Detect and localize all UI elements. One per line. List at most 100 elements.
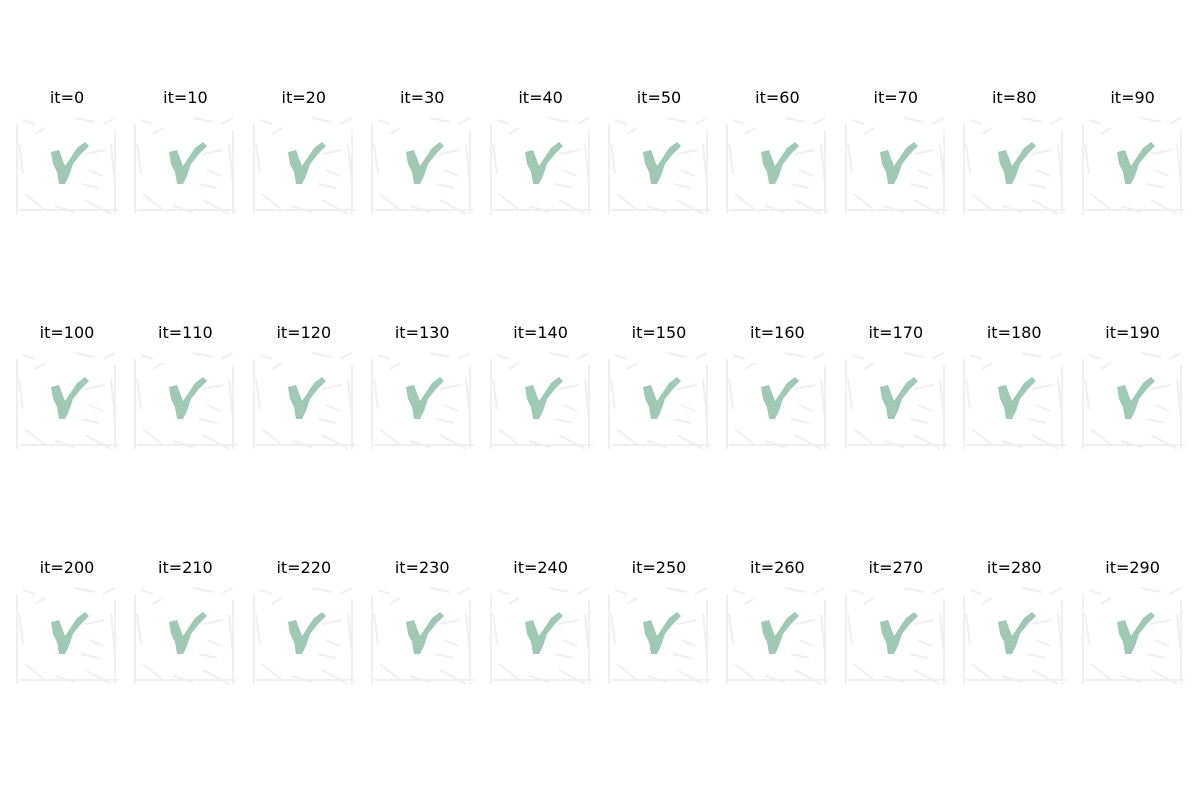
background-noise <box>608 117 711 215</box>
sample-panel: it=90 <box>1081 88 1185 218</box>
digit-glyph <box>643 142 681 184</box>
generated-digit-image <box>1081 117 1185 215</box>
panel-title: it=150 <box>631 323 687 342</box>
sample-panel: it=20 <box>252 88 356 218</box>
background-noise <box>1081 587 1185 685</box>
digit-glyph <box>1116 612 1155 654</box>
sample-panel: it=220 <box>252 558 356 688</box>
generated-digit-image <box>489 587 593 685</box>
generated-digit-image <box>134 117 238 215</box>
sample-panel: it=120 <box>252 323 356 453</box>
panel-title: it=60 <box>755 88 800 107</box>
background-noise <box>134 587 238 685</box>
sample-panel: it=160 <box>725 323 830 453</box>
digit-glyph <box>998 377 1037 419</box>
generated-digit-image <box>726 587 830 685</box>
generated-digit-image <box>608 352 711 450</box>
digit-glyph <box>524 142 563 184</box>
digit-glyph <box>169 377 208 419</box>
generated-digit-image <box>252 352 356 450</box>
generated-digit-image <box>1081 587 1185 685</box>
panel-title: it=130 <box>394 323 450 342</box>
sample-panel: it=10 <box>133 88 238 218</box>
panel-title: it=160 <box>750 323 805 342</box>
panel-title: it=140 <box>513 323 568 342</box>
generated-digit-image <box>489 352 593 450</box>
panel-title: it=260 <box>750 558 805 577</box>
panel-title: it=110 <box>158 323 213 342</box>
panel-title: it=80 <box>991 88 1037 107</box>
panel-title: it=270 <box>868 558 924 577</box>
sample-panel: it=180 <box>962 323 1067 453</box>
generated-digit-image <box>252 117 356 215</box>
panel-title: it=10 <box>163 88 208 107</box>
background-noise <box>963 587 1067 685</box>
generated-digit-image <box>371 587 475 685</box>
sample-panel: it=80 <box>962 88 1067 218</box>
generated-digit-image <box>1081 352 1185 450</box>
sample-panel: it=280 <box>962 558 1067 688</box>
generated-digit-image <box>134 352 238 450</box>
sample-panel: it=250 <box>607 558 711 688</box>
panel-title: it=100 <box>39 323 95 342</box>
panel-title: it=120 <box>276 323 332 342</box>
generated-digit-image <box>16 352 119 450</box>
panel-title: it=290 <box>1105 558 1160 577</box>
background-noise <box>252 117 356 215</box>
panel-title: it=90 <box>1110 88 1155 107</box>
digit-glyph <box>998 142 1037 184</box>
generated-digit-image <box>371 117 475 215</box>
generated-digit-image <box>16 117 119 215</box>
generated-digit-image <box>963 587 1067 685</box>
background-noise <box>844 587 948 685</box>
background-noise <box>489 117 593 215</box>
background-noise <box>134 352 238 450</box>
digit-glyph <box>879 142 918 184</box>
panel-title: it=210 <box>158 558 213 577</box>
digit-glyph <box>761 377 800 419</box>
background-noise <box>844 117 948 215</box>
digit-glyph <box>643 612 681 654</box>
digit-glyph <box>643 377 681 419</box>
background-noise <box>371 117 475 215</box>
background-noise <box>252 587 356 685</box>
panel-title: it=50 <box>636 88 682 107</box>
generated-digit-image <box>963 352 1067 450</box>
digit-glyph <box>1116 377 1155 419</box>
digit-glyph <box>1116 142 1155 184</box>
sample-panel: it=140 <box>489 323 593 453</box>
digit-glyph <box>879 377 918 419</box>
digit-glyph <box>761 612 800 654</box>
background-noise <box>726 587 830 685</box>
digit-glyph <box>406 377 445 419</box>
digit-glyph <box>287 142 326 184</box>
digit-glyph <box>287 377 326 419</box>
generated-digit-image <box>608 587 711 685</box>
panel-title: it=70 <box>873 88 919 107</box>
panel-title: it=180 <box>986 323 1042 342</box>
digit-glyph <box>524 612 563 654</box>
generated-digit-image <box>844 587 948 685</box>
background-noise <box>963 352 1067 450</box>
sample-panel: it=30 <box>370 88 475 218</box>
sample-panel: it=270 <box>844 558 948 688</box>
digit-glyph <box>287 612 326 654</box>
background-noise <box>726 352 830 450</box>
sample-panel: it=50 <box>607 88 711 218</box>
digit-glyph <box>169 612 208 654</box>
sample-panel: it=190 <box>1081 323 1185 453</box>
digit-glyph <box>406 142 445 184</box>
sample-panel: it=290 <box>1081 558 1185 688</box>
background-noise <box>134 117 238 215</box>
sample-panel: it=230 <box>370 558 475 688</box>
panel-title: it=200 <box>39 558 95 577</box>
sample-panel: it=100 <box>15 323 119 453</box>
sample-panel: it=170 <box>844 323 948 453</box>
background-noise <box>16 352 119 450</box>
generated-digit-image <box>489 117 593 215</box>
sample-panel: it=40 <box>489 88 593 218</box>
sample-panel: it=150 <box>607 323 711 453</box>
sample-panel: it=240 <box>489 558 593 688</box>
background-noise <box>371 587 475 685</box>
